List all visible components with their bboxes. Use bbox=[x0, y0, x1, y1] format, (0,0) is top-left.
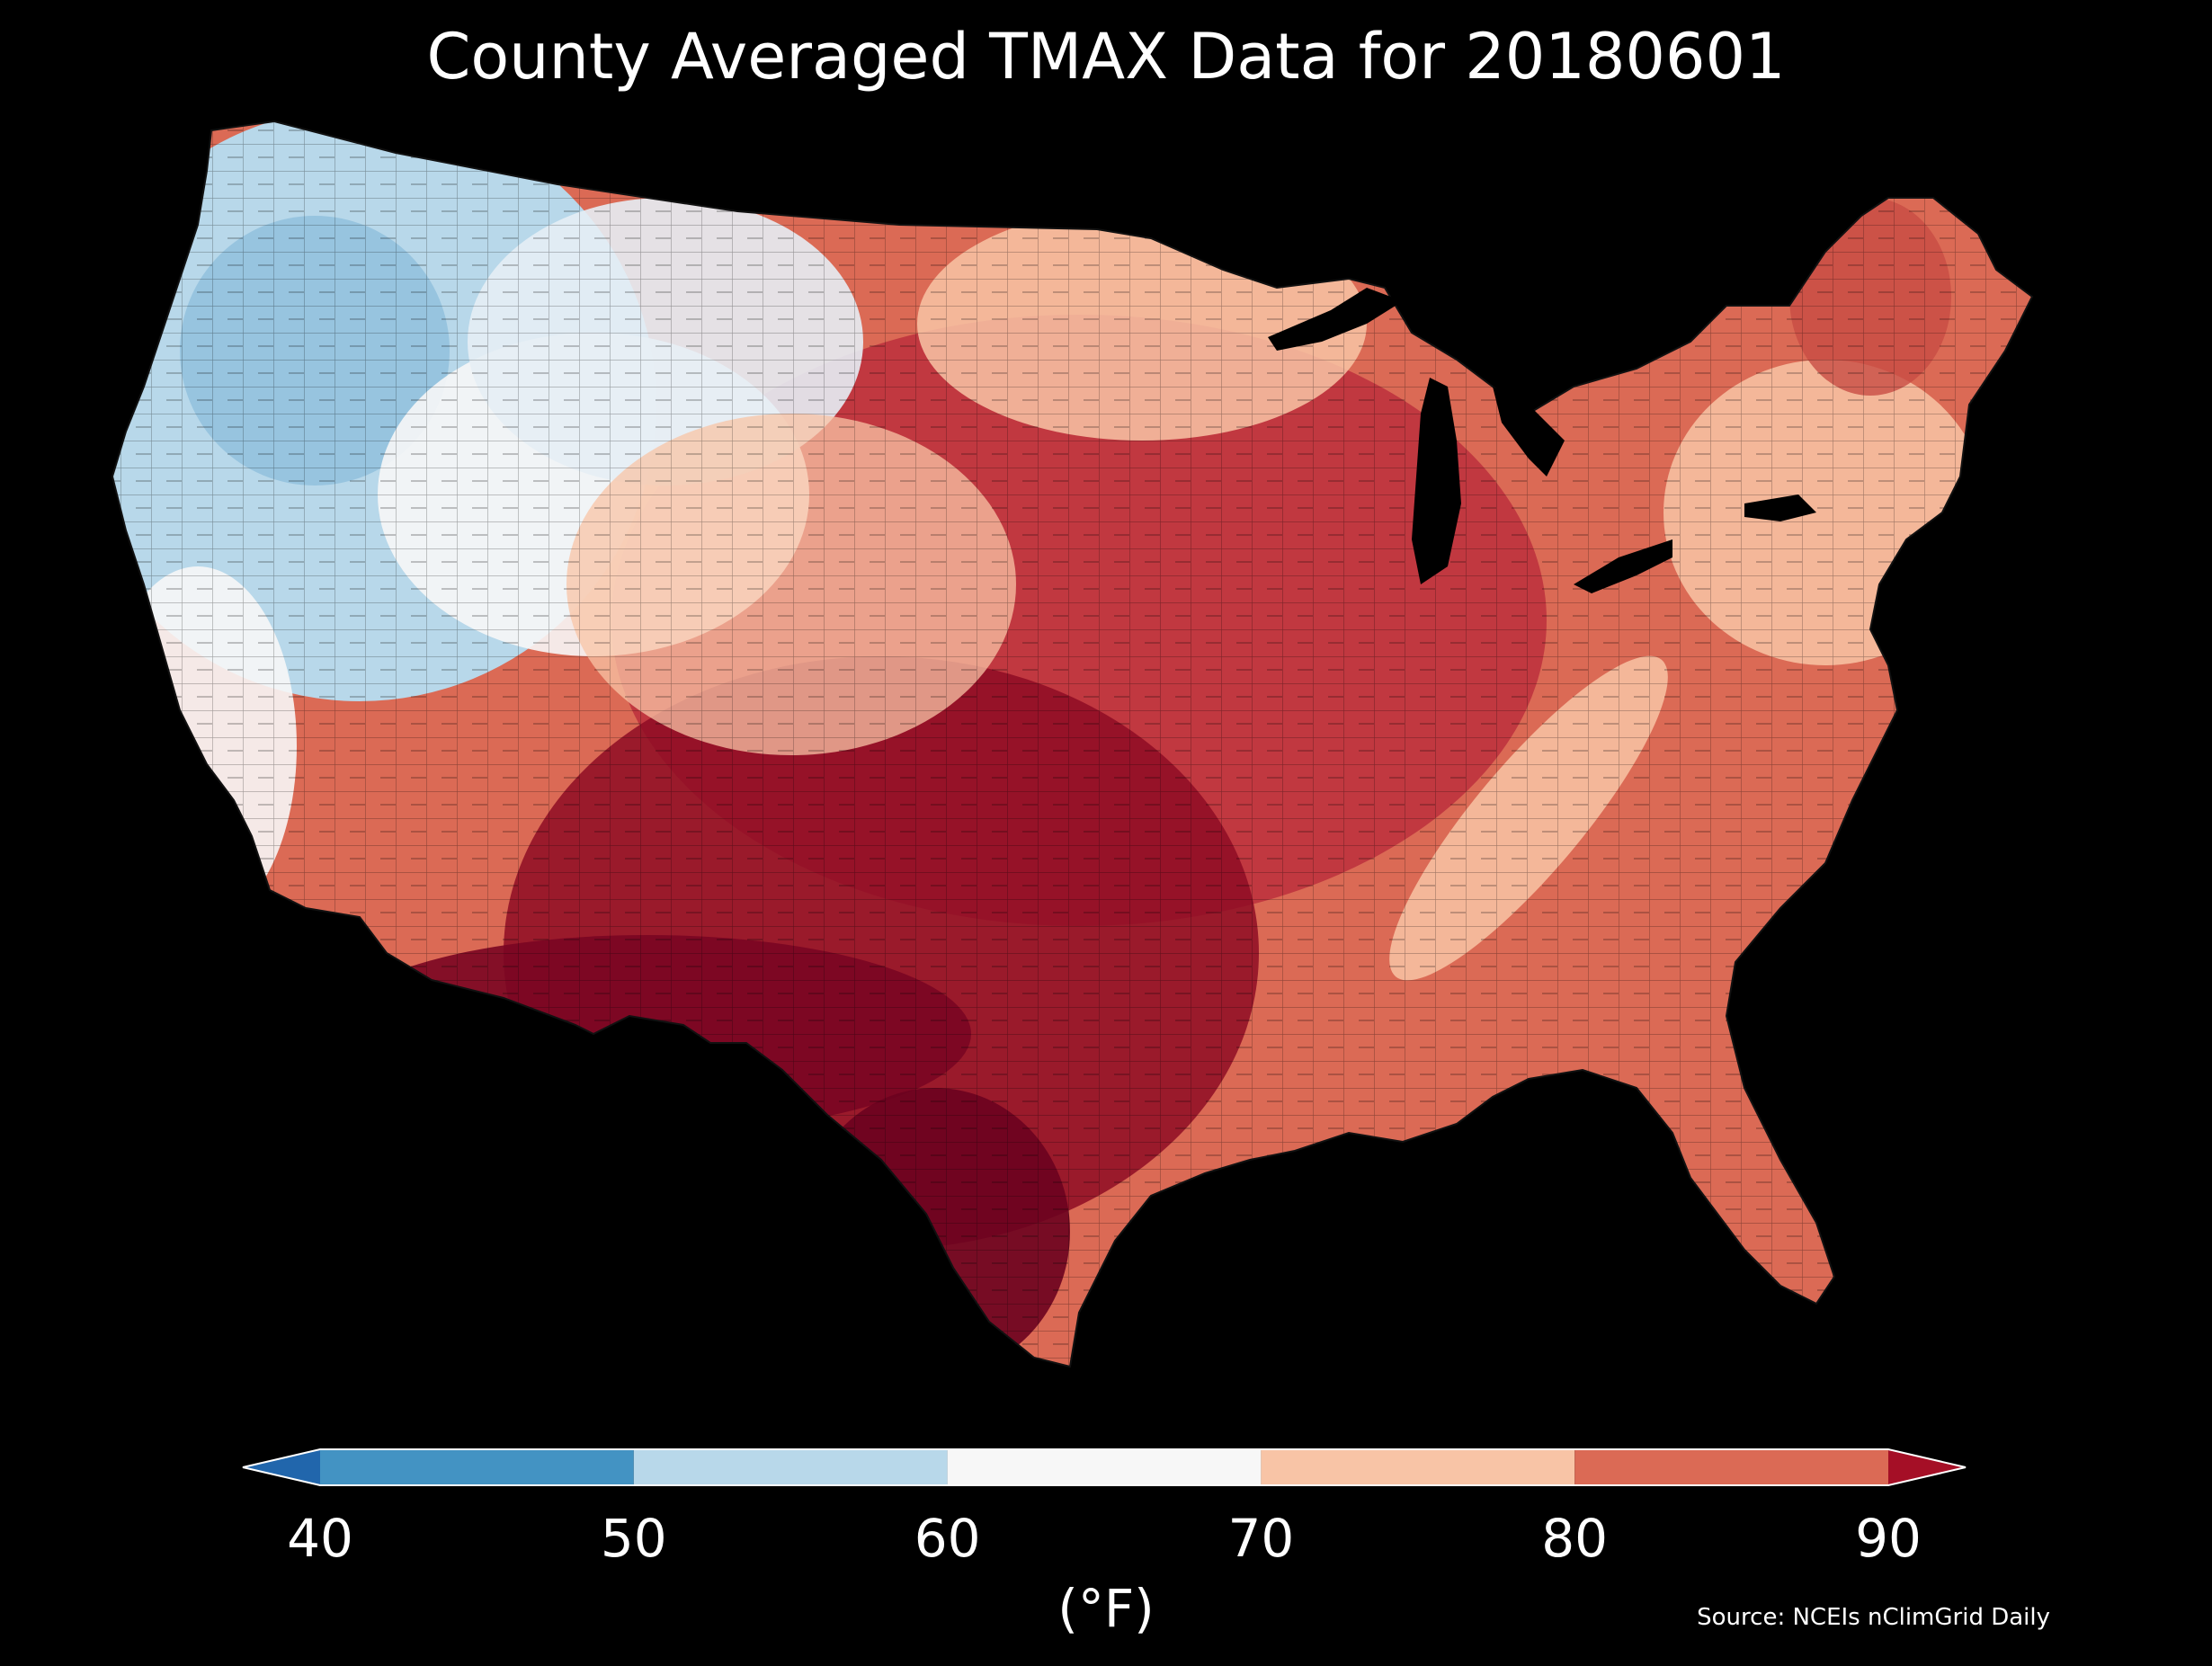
colorbar-tick-label: 80 bbox=[1541, 1508, 1609, 1569]
colorbar-extend-low bbox=[243, 1449, 320, 1485]
colorbar-tick-label: 70 bbox=[1227, 1508, 1295, 1569]
colorbar-bin-60-70 bbox=[947, 1449, 1262, 1485]
conus-map bbox=[90, 117, 2122, 1394]
colorbar-tick-label: 90 bbox=[1855, 1508, 1922, 1569]
great-lakes bbox=[1268, 288, 1816, 593]
colorbar-bin-50-60 bbox=[633, 1449, 948, 1485]
colorbar-tick-label: 50 bbox=[600, 1508, 667, 1569]
colorbar-bin-80-90 bbox=[1574, 1449, 1888, 1485]
colorbar-unit-label: (°F) bbox=[1057, 1578, 1155, 1639]
lake-michigan bbox=[1412, 378, 1461, 584]
colorbar-bin-70-80 bbox=[1261, 1449, 1575, 1485]
map-svg bbox=[111, 120, 2034, 1368]
conus-outline bbox=[111, 120, 2034, 1368]
colorbar-extend-high bbox=[1888, 1449, 1966, 1485]
colorbar-tick-label: 40 bbox=[287, 1508, 353, 1569]
page-title: County Averaged TMAX Data for 20180601 bbox=[426, 20, 1786, 94]
lake-huron bbox=[1493, 387, 1565, 477]
lake-ontario bbox=[1744, 494, 1816, 521]
colorbar-bin-40-50 bbox=[320, 1449, 634, 1485]
colorbar-outline bbox=[242, 1448, 1967, 1486]
lake-superior bbox=[1268, 288, 1403, 351]
colorbar-tick-label: 60 bbox=[914, 1508, 981, 1569]
source-label: Source: NCEIs nClimGrid Daily bbox=[1697, 1604, 2050, 1631]
lake-erie bbox=[1574, 539, 1672, 593]
temperature-field bbox=[112, 121, 2032, 1367]
county-boundaries bbox=[112, 121, 2032, 1367]
